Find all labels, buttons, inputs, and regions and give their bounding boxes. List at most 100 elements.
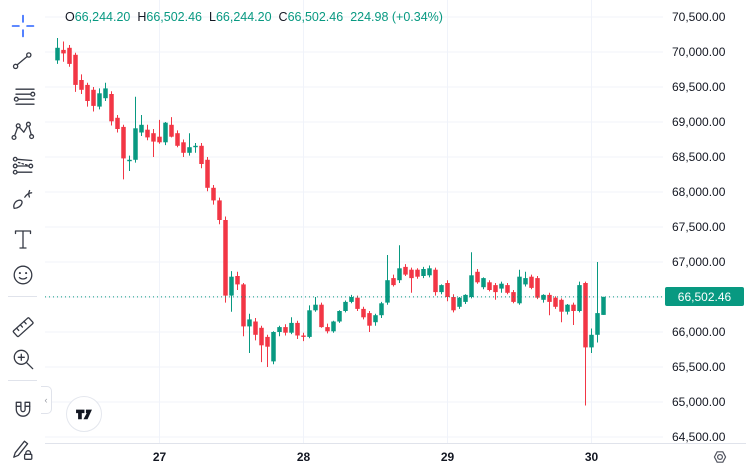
crosshair-icon bbox=[11, 14, 35, 38]
candle-body bbox=[493, 285, 498, 293]
xabcd-pattern-icon bbox=[11, 121, 35, 141]
candle-body bbox=[241, 284, 246, 327]
candle-body bbox=[469, 275, 474, 297]
candle-body bbox=[127, 159, 132, 162]
price-axis-label: 70,500.00 bbox=[672, 10, 726, 24]
candle-body bbox=[277, 327, 282, 332]
axis-settings-gear-icon[interactable] bbox=[712, 449, 728, 468]
candle-body bbox=[259, 327, 264, 346]
candle-body bbox=[439, 285, 444, 293]
candle-body bbox=[265, 336, 270, 347]
tool-xabcd-pattern-button[interactable] bbox=[8, 116, 38, 146]
drawing-lock-icon bbox=[13, 440, 33, 460]
candle-body bbox=[427, 268, 432, 276]
candle-body bbox=[343, 301, 348, 311]
close-label: C bbox=[278, 10, 288, 24]
tool-drawing-lock-button[interactable] bbox=[8, 433, 38, 463]
candle-body bbox=[271, 332, 276, 362]
candle-body bbox=[487, 282, 492, 290]
candle-body bbox=[385, 280, 390, 303]
price-axis-label: 69,000.00 bbox=[672, 115, 726, 129]
candle-body bbox=[475, 271, 480, 283]
tool-emoji-button[interactable] bbox=[8, 259, 38, 289]
candle-body bbox=[247, 319, 252, 327]
tool-magnet-button[interactable] bbox=[8, 396, 38, 426]
price-axis-label: 70,000.00 bbox=[672, 45, 726, 59]
brush-icon bbox=[13, 189, 33, 210]
candle-body bbox=[151, 133, 156, 142]
candle-body bbox=[61, 49, 66, 54]
candle-body bbox=[553, 297, 558, 307]
high-label: H bbox=[137, 10, 147, 24]
tool-crosshair-button[interactable] bbox=[8, 11, 38, 41]
candle-body bbox=[193, 145, 198, 148]
price-axis-label: 67,000.00 bbox=[672, 255, 726, 269]
candle-body bbox=[103, 88, 108, 99]
tool-text-button[interactable] bbox=[8, 224, 38, 254]
low-label: L bbox=[208, 10, 216, 24]
candle-body bbox=[415, 269, 420, 277]
low-value: 66,244.20 bbox=[215, 10, 272, 24]
close-value: 66,502.46 bbox=[287, 10, 344, 24]
candle-body bbox=[445, 283, 450, 297]
open-label: O bbox=[65, 10, 75, 24]
tool-fib-retracement-button[interactable] bbox=[8, 81, 38, 111]
fib-retracement-icon bbox=[13, 88, 36, 105]
candle-body bbox=[91, 89, 96, 106]
candle-body bbox=[229, 276, 234, 296]
candle-body bbox=[409, 269, 414, 279]
candle-body bbox=[349, 297, 354, 302]
toolbar-divider bbox=[8, 296, 37, 297]
candle-body bbox=[397, 268, 402, 281]
price-axis-label: 66,000.00 bbox=[672, 325, 726, 339]
candle-body bbox=[289, 322, 294, 333]
zoom-in-icon bbox=[13, 349, 34, 370]
candle-body bbox=[175, 133, 180, 146]
candle-body bbox=[547, 294, 552, 302]
price-axis-label: 69,500.00 bbox=[672, 80, 726, 94]
candle-body bbox=[97, 93, 102, 107]
candle-body bbox=[55, 47, 60, 61]
candle-body bbox=[433, 269, 438, 293]
candle-body bbox=[451, 297, 456, 311]
tool-brush-button[interactable] bbox=[8, 185, 38, 215]
tradingview-logo[interactable] bbox=[66, 396, 102, 432]
price-axis-label: 65,000.00 bbox=[672, 395, 726, 409]
ohlc-legend: O66,244.20 H66,502.46 L66,244.20 C66,502.46… bbox=[65, 9, 443, 25]
candle-body bbox=[601, 296, 606, 315]
candle-body bbox=[169, 124, 174, 137]
candle-body bbox=[505, 285, 510, 293]
candle-body bbox=[121, 126, 126, 159]
tool-zoom-in-button[interactable] bbox=[8, 344, 38, 374]
time-axis-label: 27 bbox=[152, 450, 167, 464]
chart-pane[interactable] bbox=[45, 0, 663, 443]
change-value: 224.98 (+0.34%) bbox=[350, 10, 443, 24]
candle-body bbox=[223, 220, 228, 296]
candle-body bbox=[589, 334, 594, 348]
trend-line-icon bbox=[12, 52, 32, 70]
candle-body bbox=[325, 327, 330, 332]
candle-body bbox=[301, 335, 306, 337]
candle-body bbox=[571, 304, 576, 311]
toolbar-collapse-button[interactable]: ‹ bbox=[41, 386, 52, 414]
candle-body bbox=[361, 308, 366, 318]
candle-body bbox=[517, 276, 522, 304]
emoji-icon bbox=[13, 265, 33, 285]
time-axis-label: 28 bbox=[296, 450, 311, 464]
price-axis[interactable]: 66,502.46 70,500.00 70,000.00 69,500.00 69,… bbox=[663, 0, 746, 444]
magnet-icon bbox=[15, 401, 31, 417]
price-axis-label: 67,500.00 bbox=[672, 220, 726, 234]
candle-body bbox=[85, 84, 90, 101]
candle-body bbox=[337, 311, 342, 322]
tool-measure-ruler-button[interactable] bbox=[8, 311, 38, 341]
price-axis-label: 68,500.00 bbox=[672, 150, 726, 164]
candle-body bbox=[379, 303, 384, 316]
candle-body bbox=[157, 136, 162, 143]
candle-body bbox=[355, 297, 360, 309]
candle-body bbox=[217, 200, 222, 220]
tool-forecast-button[interactable] bbox=[8, 151, 38, 181]
tool-trend-line-button[interactable] bbox=[8, 46, 38, 76]
candle-body bbox=[307, 310, 312, 337]
time-axis[interactable]: 27 28 29 30 bbox=[45, 443, 746, 471]
candle-body bbox=[541, 294, 546, 300]
